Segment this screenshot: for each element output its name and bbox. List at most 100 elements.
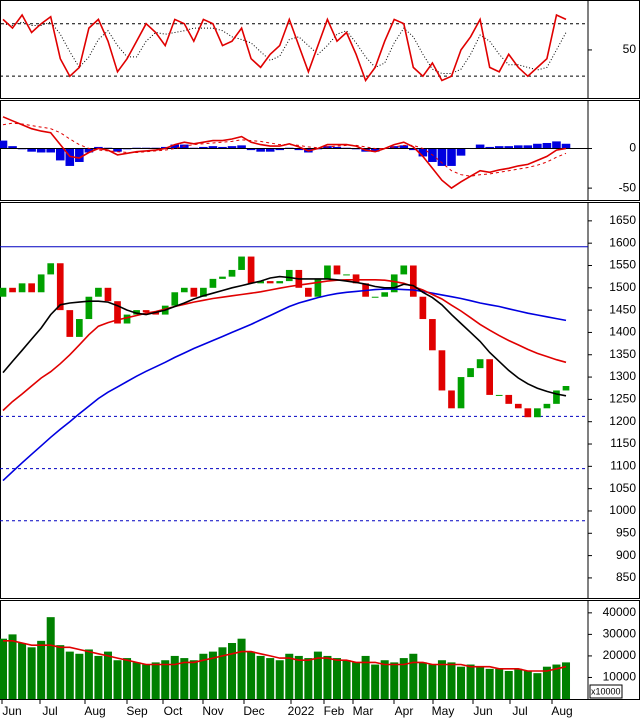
- y-tick-label: 1300: [609, 369, 636, 383]
- x-tick-label: Jul: [512, 704, 527, 718]
- volume-bar: [37, 640, 46, 699]
- y-tick-label: 1250: [609, 392, 636, 406]
- histogram-bar: [447, 148, 456, 166]
- candle-body: [562, 385, 570, 391]
- candle-body: [219, 276, 226, 279]
- candle-body: [457, 377, 465, 409]
- candle-body: [95, 287, 102, 297]
- histogram-bar: [84, 148, 94, 153]
- volume-bar: [361, 655, 370, 699]
- y-tick-label: 30000: [603, 627, 637, 641]
- volume-bar: [285, 653, 294, 699]
- histogram-bar: [237, 145, 246, 149]
- candle-body: [553, 390, 560, 404]
- volume-bar: [457, 666, 466, 699]
- y-tick-label: 1600: [609, 235, 636, 249]
- candle-body: [476, 359, 484, 369]
- histogram-bar: [523, 145, 533, 149]
- candle-body: [419, 296, 427, 320]
- candle-body: [66, 310, 74, 337]
- candle-body: [47, 263, 55, 275]
- candle-body: [543, 403, 551, 409]
- volume-bar: [132, 662, 141, 699]
- candle-body: [514, 403, 522, 409]
- y-tick-label: 1450: [609, 302, 636, 316]
- indicator-line: [2, 275, 567, 397]
- candle-body: [247, 256, 255, 284]
- candle-body: [285, 269, 293, 282]
- y-tick-label: 900: [616, 548, 636, 562]
- volume-bar: [533, 673, 542, 699]
- volume-bar: [189, 660, 198, 699]
- indicator-line: [3, 640, 567, 672]
- volume-bar: [256, 655, 265, 699]
- volume-bar: [56, 645, 65, 699]
- histogram-bar: [218, 146, 227, 149]
- candle-body: [381, 292, 389, 297]
- x-tick-label: Aug: [551, 704, 572, 718]
- volume-bar: [208, 651, 217, 699]
- x-tick-label: Jul: [42, 704, 57, 718]
- volume-bar: [123, 658, 132, 699]
- x-tick-label: Oct: [164, 704, 183, 718]
- volume-bar: [18, 643, 27, 699]
- volume-bar: [313, 651, 322, 699]
- volume-bar: [75, 653, 84, 699]
- y-tick-label: 1050: [609, 481, 636, 495]
- volume-bar: [103, 651, 112, 699]
- candle-body: [467, 368, 474, 378]
- volume-bar: [228, 643, 237, 699]
- candle-body: [114, 301, 121, 324]
- y-tick-label: 1400: [609, 325, 636, 339]
- volume-bar: [170, 655, 179, 699]
- histogram-bar: [170, 144, 180, 149]
- candle-body: [190, 287, 198, 297]
- candle-body: [257, 281, 264, 284]
- volume-bar: [523, 671, 532, 699]
- volume-bar: [8, 634, 17, 699]
- y-tick-label: 1000: [609, 503, 636, 517]
- candle-body: [28, 283, 35, 293]
- candle-body: [152, 312, 160, 315]
- y-tick-label: 40000: [603, 605, 637, 619]
- volume-bar: [180, 658, 189, 699]
- x-tick-label: Nov: [202, 704, 223, 718]
- x-tick-label: Aug: [84, 704, 105, 718]
- histogram-bar: [46, 148, 56, 153]
- histogram-bar: [485, 146, 494, 149]
- candle-body: [171, 292, 179, 306]
- candle-body: [85, 296, 93, 320]
- histogram-bar: [75, 148, 84, 162]
- y-tick-label: 0: [629, 141, 636, 155]
- candle-body: [448, 390, 455, 409]
- histogram-bar: [294, 148, 304, 151]
- histogram-bar: [199, 146, 208, 149]
- histogram-bar: [437, 148, 447, 166]
- histogram-bar: [265, 148, 275, 152]
- indicator-line: [2, 279, 567, 412]
- histogram-bar: [494, 146, 504, 149]
- candle-body: [524, 408, 532, 418]
- histogram-bar: [65, 148, 75, 166]
- volume-bar: [437, 660, 446, 699]
- volume-bar: [466, 664, 475, 699]
- volume-bar: [304, 658, 313, 699]
- histogram-bar: [542, 142, 552, 149]
- volume-bar: [151, 662, 160, 699]
- y-tick-label: 1550: [609, 258, 636, 272]
- candle-body: [409, 265, 417, 297]
- histogram-bar: [55, 148, 65, 161]
- y-tick-label: 1500: [609, 280, 636, 294]
- volume-bar: [352, 662, 361, 699]
- y-tick-label: 10000: [603, 670, 637, 684]
- candle-body: [209, 278, 217, 288]
- candle-body: [505, 394, 513, 404]
- histogram-bar: [246, 148, 256, 151]
- y-tick-label: 50: [623, 42, 637, 56]
- histogram-bar: [113, 148, 122, 152]
- volume-bar: [323, 655, 332, 699]
- histogram-bar: [208, 146, 218, 149]
- volume-bar: [409, 653, 418, 699]
- volume-bar: [294, 655, 303, 699]
- volume-bar: [380, 660, 389, 699]
